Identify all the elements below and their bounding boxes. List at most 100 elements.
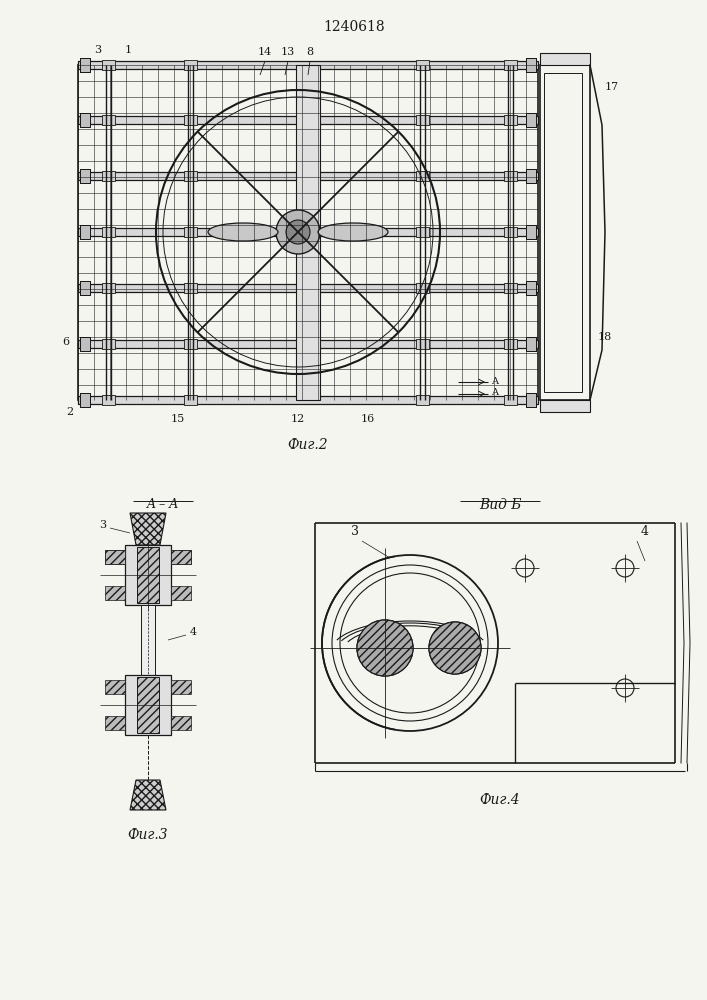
Bar [125,545,171,605]
Bar [78,340,538,348]
Ellipse shape [429,622,481,674]
Bar [544,73,582,392]
Bar [171,550,191,564]
Bar [540,53,590,65]
Circle shape [357,620,413,676]
Bar [102,395,115,405]
Bar [78,228,538,236]
Bar [526,281,536,295]
Ellipse shape [208,223,278,241]
Bar [102,60,115,70]
Bar [416,227,429,237]
Bar [504,339,517,349]
Bar [141,605,155,675]
Bar [526,58,536,72]
Bar [526,337,536,351]
Bar [416,395,429,405]
Bar [526,225,536,239]
Bar [504,115,517,125]
Bar [80,225,90,239]
Bar [80,337,90,351]
Bar [78,396,538,404]
Polygon shape [105,586,125,600]
Bar [526,58,536,72]
Bar [504,283,517,293]
Bar [184,395,197,405]
Bar [504,227,517,237]
Text: Фиг.4: Фиг.4 [479,793,520,807]
Polygon shape [137,547,159,603]
Bar [80,337,90,351]
Circle shape [429,622,481,674]
Text: 14: 14 [258,47,272,57]
Bar [504,60,517,70]
Bar [526,225,536,239]
Bar [526,393,536,407]
Bar [102,227,115,237]
Text: 16: 16 [361,414,375,424]
Bar [78,172,538,180]
Text: Фиг.3: Фиг.3 [128,828,168,842]
Bar [102,283,115,293]
Bar [526,113,536,127]
Text: 3: 3 [351,525,359,538]
Bar [80,393,90,407]
Polygon shape [171,550,191,564]
Polygon shape [137,677,159,733]
Polygon shape [105,550,125,564]
Bar [184,60,197,70]
Text: 4: 4 [189,627,197,637]
Text: A: A [491,388,498,397]
Text: 12: 12 [291,414,305,424]
Circle shape [276,210,320,254]
Text: A – A: A – A [147,498,179,511]
Text: 15: 15 [171,414,185,424]
Bar [80,169,90,183]
Text: A: A [491,377,498,386]
Bar [526,169,536,183]
Bar [296,65,320,400]
Polygon shape [130,780,166,810]
Bar [416,60,429,70]
Bar [184,283,197,293]
Bar [78,284,538,292]
Bar [526,113,536,127]
Bar [526,169,536,183]
Text: 1240618: 1240618 [323,20,385,34]
Polygon shape [171,680,191,694]
Bar [184,171,197,181]
Bar [80,225,90,239]
Bar [416,171,429,181]
Bar [184,339,197,349]
Text: 6: 6 [62,337,69,347]
Text: Вид Б: Вид Б [479,498,521,512]
Polygon shape [171,716,191,730]
Bar [526,281,536,295]
Text: 2: 2 [66,407,74,417]
Bar [540,400,590,412]
Bar [102,171,115,181]
Circle shape [286,220,310,244]
Bar [102,115,115,125]
Polygon shape [130,513,166,545]
Text: 8: 8 [306,47,314,57]
Text: 17: 17 [605,82,619,92]
Bar [78,116,538,124]
Text: 18: 18 [597,332,612,342]
Bar [80,113,90,127]
Bar [80,393,90,407]
Bar [80,281,90,295]
Bar [80,169,90,183]
Text: 13: 13 [281,47,295,57]
Bar [184,115,197,125]
Bar [504,171,517,181]
Bar [125,675,171,735]
Bar [102,339,115,349]
Bar [78,65,538,400]
Bar [416,115,429,125]
Bar [540,65,590,400]
Bar [184,227,197,237]
Polygon shape [105,680,125,694]
Bar [105,550,125,564]
Polygon shape [171,586,191,600]
